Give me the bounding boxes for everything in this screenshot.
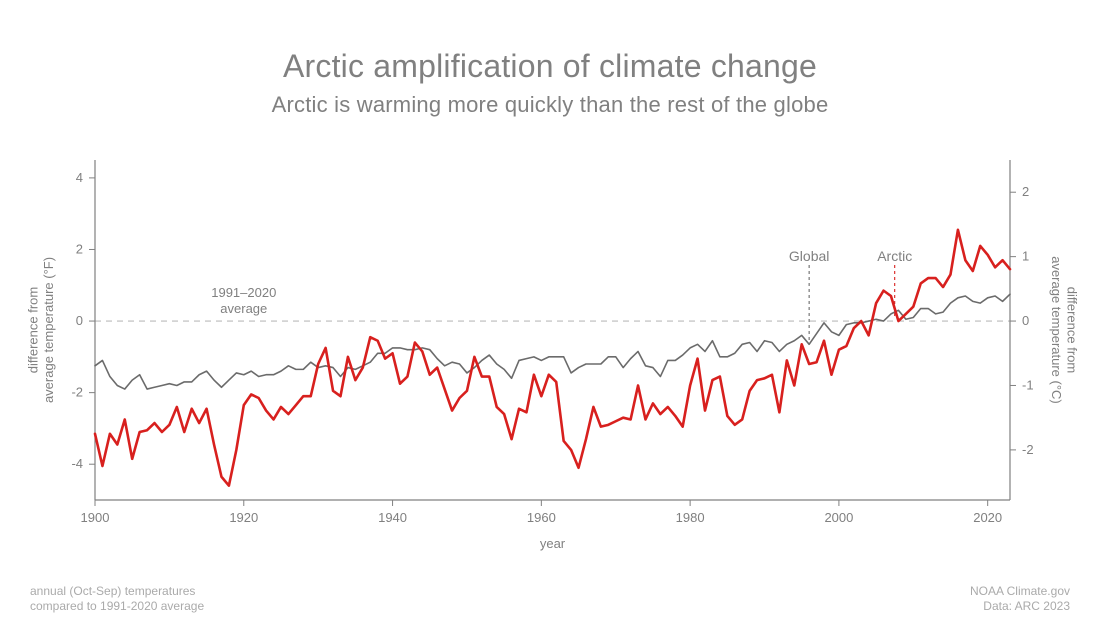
series-line-arctic (95, 230, 1010, 486)
x-axis-label: year (540, 536, 566, 551)
x-tick-label: 1980 (676, 510, 705, 525)
y-left-tick-label: -2 (71, 385, 83, 400)
y-left-tick-label: 2 (76, 241, 83, 256)
baseline-annotation-line1: 1991–2020 (211, 285, 276, 300)
x-tick-label: 1920 (229, 510, 258, 525)
chart-container: { "title": "Arctic amplification of clim… (0, 0, 1100, 620)
y-right-tick-label: 2 (1022, 184, 1029, 199)
y-right-tick-label: 1 (1022, 249, 1029, 264)
y-right-tick-label: -2 (1022, 442, 1034, 457)
x-tick-label: 2020 (973, 510, 1002, 525)
y-left-tick-label: -4 (71, 456, 83, 471)
x-tick-label: 1900 (81, 510, 110, 525)
series-label-arctic: Arctic (877, 248, 912, 264)
y-left-tick-label: 4 (76, 170, 83, 185)
baseline-annotation-line2: average (220, 301, 267, 316)
y-left-tick-label: 0 (76, 313, 83, 328)
series-label-global: Global (789, 248, 829, 264)
y-right-axis-label: difference fromaverage temperature (°C) (1049, 256, 1080, 404)
x-tick-label: 1960 (527, 510, 556, 525)
y-right-tick-label: -1 (1022, 377, 1034, 392)
y-left-axis-label: difference fromaverage temperature (°F) (25, 257, 56, 403)
x-tick-label: 1940 (378, 510, 407, 525)
y-right-tick-label: 0 (1022, 313, 1029, 328)
chart-svg: 1900 1920 1940 1960 1980 2000 2020 year -4 -2 0 2 4 -… (0, 0, 1100, 620)
x-tick-label: 2000 (824, 510, 853, 525)
